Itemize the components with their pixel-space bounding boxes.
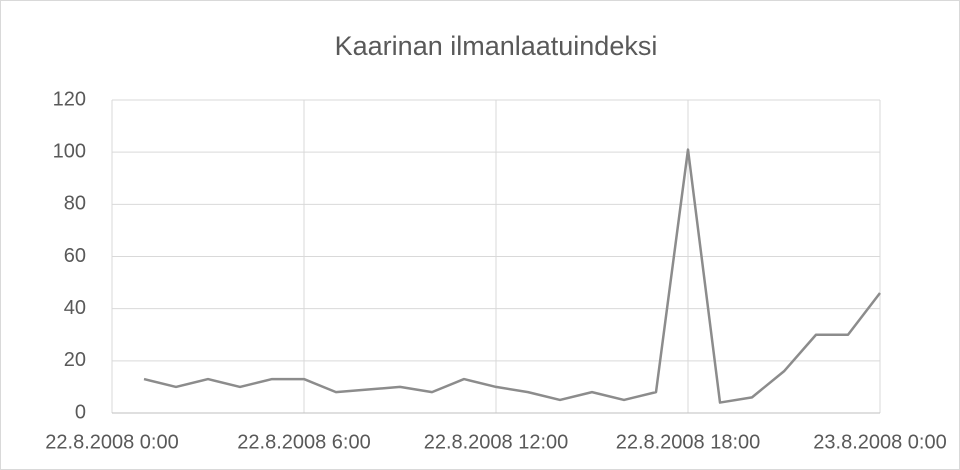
x-tick-label: 22.8.2008 6:00	[237, 431, 370, 453]
x-tick-label: 22.8.2008 0:00	[45, 431, 178, 453]
x-tick-label: 22.8.2008 12:00	[424, 431, 569, 453]
x-tick-label: 22.8.2008 18:00	[616, 431, 761, 453]
chart-title: Kaarinan ilmanlaatuindeksi	[335, 31, 658, 61]
x-tick-label: 23.8.2008 0:00	[813, 431, 946, 453]
y-tick-label: 0	[75, 401, 86, 423]
y-tick-label: 20	[64, 349, 86, 371]
y-tick-label: 60	[64, 245, 86, 267]
y-tick-label: 80	[64, 193, 86, 215]
y-tick-label: 100	[53, 140, 86, 162]
y-tick-label: 120	[53, 88, 86, 110]
line-series	[143, 148, 881, 404]
y-tick-label: 40	[64, 297, 86, 319]
